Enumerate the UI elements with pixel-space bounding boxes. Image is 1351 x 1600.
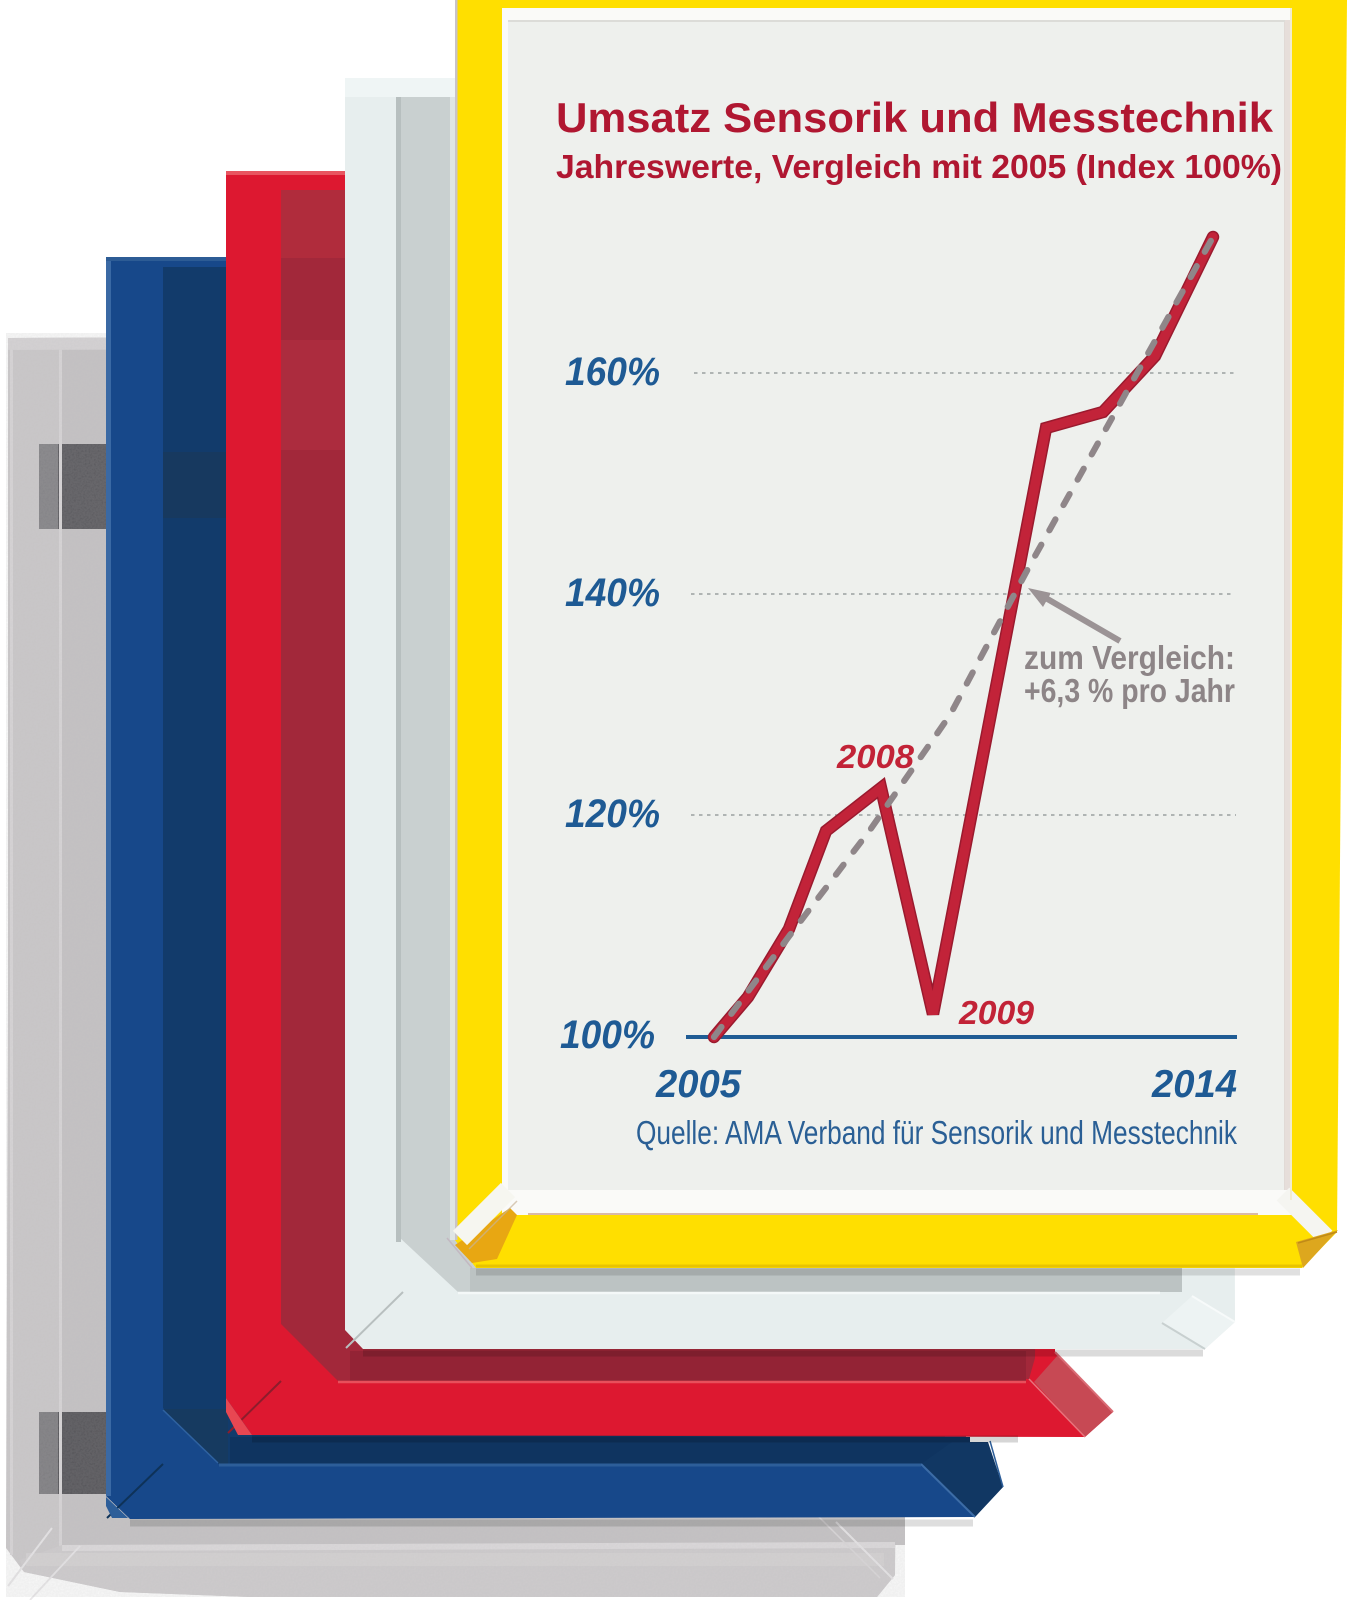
svg-text:120%: 120% [565,792,660,836]
svg-text:2008: 2008 [836,738,915,775]
svg-text:2014: 2014 [1151,1063,1237,1106]
svg-text:Umsatz Sensorik und Messtechni: Umsatz Sensorik und Messtechnik [556,94,1274,141]
svg-text:100%: 100% [560,1013,655,1057]
svg-text:zum Vergleich:: zum Vergleich: [1024,639,1235,676]
svg-text:160%: 160% [565,350,660,394]
svg-text:Jahreswerte, Vergleich mit 200: Jahreswerte, Vergleich mit 2005 (Index 1… [556,148,1282,185]
svg-text:140%: 140% [565,571,660,615]
svg-text:2009: 2009 [958,994,1035,1031]
svg-text:Quelle: AMA Verband für Sensor: Quelle: AMA Verband für Sensorik und Mes… [636,1114,1237,1151]
svg-text:+6,3 % pro Jahr: +6,3 % pro Jahr [1024,672,1235,709]
svg-text:2005: 2005 [655,1063,742,1106]
